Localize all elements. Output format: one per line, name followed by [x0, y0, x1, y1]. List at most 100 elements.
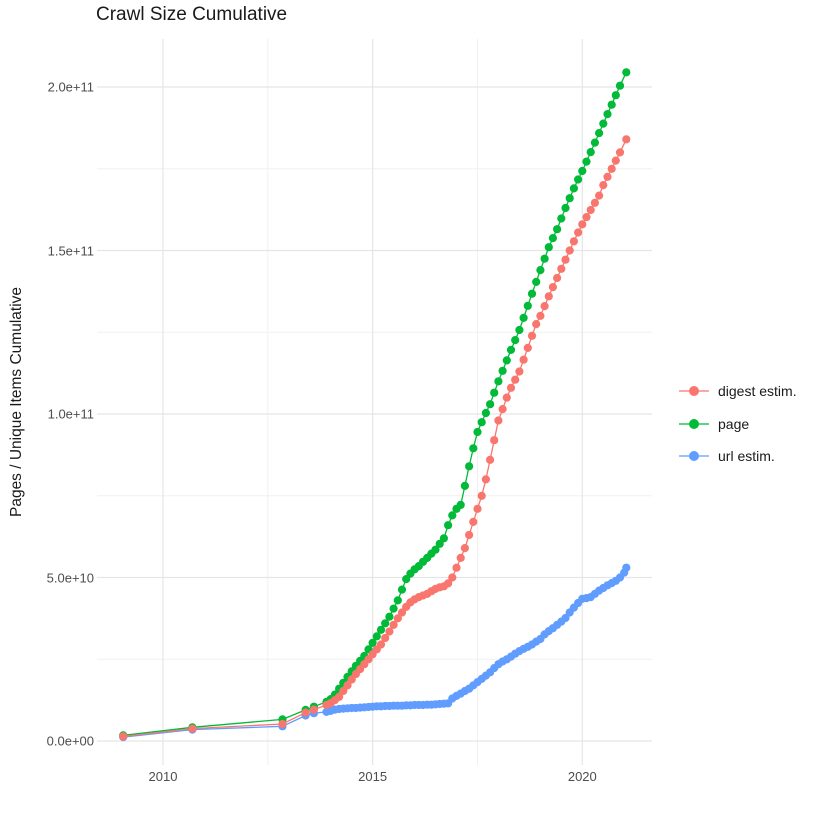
- data-point-page: [381, 619, 390, 628]
- data-point-page: [523, 301, 532, 310]
- data-point-page: [527, 289, 537, 298]
- data-point-digest-estim: [119, 732, 128, 741]
- data-point-digest-estim: [590, 198, 600, 207]
- data-point-digest-estim: [540, 302, 549, 311]
- data-point-digest-estim: [465, 530, 474, 540]
- legend: digest estim. page url estim.: [679, 375, 797, 473]
- data-point-page: [561, 203, 570, 213]
- data-point-digest-estim: [586, 205, 595, 215]
- data-point-digest-estim: [477, 491, 486, 500]
- data-point-digest-estim: [603, 172, 612, 181]
- data-point-page: [490, 388, 499, 397]
- data-point-digest-estim: [335, 692, 344, 702]
- y-tick-label: 1.5e+11: [47, 243, 94, 258]
- legend-label: page: [718, 415, 750, 432]
- data-point-digest-estim: [339, 686, 348, 696]
- data-point-page: [590, 138, 600, 147]
- legend-label: digest estim.: [718, 383, 797, 400]
- data-point-page: [456, 500, 465, 509]
- data-point-page: [465, 462, 474, 471]
- data-point-digest-estim: [622, 135, 631, 144]
- legend-key-icon: [679, 386, 709, 397]
- legend-label: url estim.: [718, 448, 775, 465]
- data-point-digest-estim: [490, 436, 499, 445]
- data-point-digest-estim: [494, 416, 503, 425]
- data-point-digest-estim: [456, 553, 465, 563]
- data-point-digest-estim: [460, 544, 469, 553]
- data-point-digest-estim: [578, 220, 587, 229]
- data-point-digest-estim: [565, 246, 574, 255]
- data-point-page: [553, 225, 562, 234]
- data-point-page: [582, 157, 591, 166]
- data-point-page: [557, 214, 566, 223]
- data-point-digest-estim: [574, 228, 583, 237]
- data-point-digest-estim: [523, 343, 532, 352]
- data-point-digest-estim: [498, 405, 507, 414]
- gridlines-minor: [97, 39, 652, 765]
- data-point-digest-estim: [385, 627, 394, 636]
- legend-item-page: page: [679, 408, 797, 441]
- data-point-digest-estim: [473, 504, 482, 513]
- data-point-digest-estim: [389, 620, 398, 630]
- data-point-page: [574, 175, 583, 184]
- x-tick-label: 2015: [358, 769, 388, 784]
- data-point-digest-estim: [376, 640, 386, 649]
- data-point-digest-estim: [448, 573, 457, 582]
- data-point-digest-estim: [188, 724, 197, 733]
- data-point-digest-estim: [452, 563, 461, 572]
- data-point-page: [502, 356, 511, 365]
- data-point-page: [393, 596, 402, 605]
- data-point-digest-estim: [502, 393, 511, 402]
- data-point-digest-estim: [553, 273, 562, 283]
- data-point-page: [376, 625, 386, 634]
- data-point-digest-estim: [611, 156, 620, 165]
- data-point-digest-estim: [301, 708, 310, 717]
- data-point-page: [615, 81, 625, 90]
- data-point-digest-estim: [343, 681, 352, 690]
- legend-key-icon: [679, 451, 709, 462]
- data-point-page: [540, 254, 549, 263]
- data-point-digest-estim: [561, 255, 570, 264]
- data-point-page: [473, 427, 482, 437]
- legend-key-icon: [679, 418, 709, 429]
- data-point-digest-estim: [536, 311, 545, 320]
- data-point-digest-estim: [569, 237, 579, 246]
- x-tick-label: 2020: [567, 769, 597, 784]
- data-point-digest-estim: [532, 320, 541, 329]
- data-point-digest-estim: [615, 148, 625, 157]
- data-point-page: [611, 91, 620, 100]
- data-point-page: [385, 612, 394, 621]
- data-point-digest-estim: [309, 705, 318, 714]
- legend-item-url-estim: url estim.: [679, 440, 797, 473]
- data-point-page: [439, 534, 448, 543]
- data-point-url-estim: [622, 563, 631, 572]
- y-tick-label: 0.0e+00: [46, 733, 94, 749]
- data-point-digest-estim: [444, 579, 453, 588]
- data-point-page: [506, 345, 516, 354]
- data-point-page: [444, 521, 453, 530]
- data-point-page: [477, 418, 486, 427]
- data-point-page: [448, 511, 457, 520]
- data-point-page: [397, 585, 407, 594]
- data-point-digest-estim: [278, 719, 287, 729]
- data-point-page: [578, 166, 587, 176]
- data-point-page: [460, 481, 469, 490]
- data-point-page: [519, 313, 528, 322]
- data-point-digest-estim: [544, 292, 553, 301]
- data-point-digest-estim: [481, 475, 490, 484]
- data-point-page: [372, 632, 381, 641]
- data-point-page: [481, 408, 490, 418]
- data-point-page: [565, 194, 574, 203]
- data-point-digest-estim: [557, 264, 566, 273]
- y-axis-tick-labels: 0.0e+00 5.0e+10 1.0e+11 1.5e+11 2.0e+11: [0, 0, 94, 827]
- data-point-digest-estim: [519, 355, 528, 364]
- data-point-digest-estim: [515, 367, 524, 376]
- data-point-page: [515, 325, 524, 335]
- data-point-page: [469, 444, 478, 453]
- data-point-page: [532, 277, 541, 286]
- data-point-digest-estim: [607, 164, 616, 173]
- data-point-page: [389, 604, 398, 613]
- data-point-page: [544, 243, 553, 252]
- data-point-digest-estim: [527, 331, 537, 340]
